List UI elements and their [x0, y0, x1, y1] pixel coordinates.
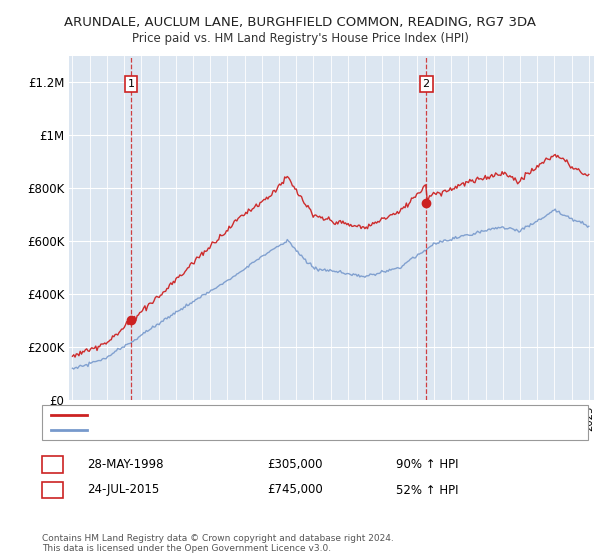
Text: ARUNDALE, AUCLUM LANE, BURGHFIELD COMMON, READING, RG7 3DA: ARUNDALE, AUCLUM LANE, BURGHFIELD COMMON… [64, 16, 536, 29]
Text: 1: 1 [49, 460, 56, 470]
Text: 52% ↑ HPI: 52% ↑ HPI [396, 483, 458, 497]
Text: HPI: Average price, detached house, West Berkshire: HPI: Average price, detached house, West… [93, 425, 364, 435]
Text: 24-JUL-2015: 24-JUL-2015 [87, 483, 159, 497]
Text: ARUNDALE, AUCLUM LANE, BURGHFIELD COMMON, READING, RG7 3DA (detached house: ARUNDALE, AUCLUM LANE, BURGHFIELD COMMON… [93, 409, 555, 419]
Text: Contains HM Land Registry data © Crown copyright and database right 2024.
This d: Contains HM Land Registry data © Crown c… [42, 534, 394, 553]
Text: 28-MAY-1998: 28-MAY-1998 [87, 458, 163, 472]
Text: Price paid vs. HM Land Registry's House Price Index (HPI): Price paid vs. HM Land Registry's House … [131, 32, 469, 45]
Text: £305,000: £305,000 [267, 458, 323, 472]
Text: 2: 2 [49, 485, 56, 495]
Text: 90% ↑ HPI: 90% ↑ HPI [396, 458, 458, 472]
Text: 1: 1 [128, 79, 134, 89]
Text: 2: 2 [422, 79, 430, 89]
Text: £745,000: £745,000 [267, 483, 323, 497]
